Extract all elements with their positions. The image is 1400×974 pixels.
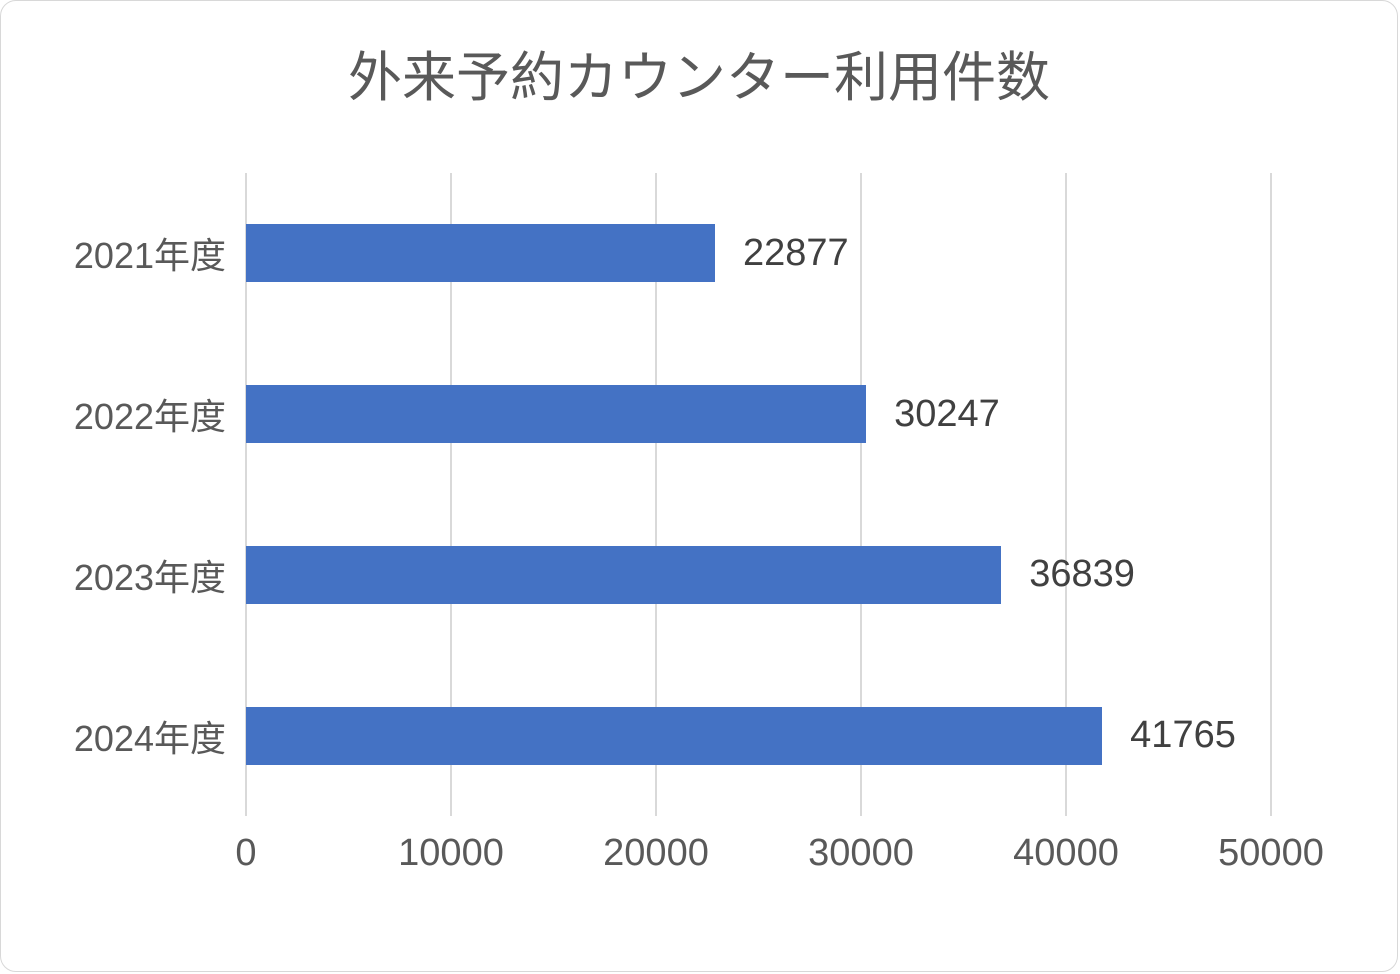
category-axis-label: 2024年度: [73, 717, 226, 759]
data-label: 22877: [742, 231, 849, 274]
gridline: [245, 173, 247, 816]
bar-row: 22877: [246, 173, 1271, 334]
data-label: 41765: [1130, 714, 1236, 757]
category-axis: 2021年度 2022年度 2023年度 2024年度: [1, 173, 226, 816]
x-axis-tick-label: 10000: [398, 832, 504, 874]
bar-row: 36839: [246, 495, 1271, 656]
gridline: [1270, 173, 1272, 816]
x-axis-tick-label: 30000: [808, 832, 914, 874]
gridline: [655, 173, 657, 816]
data-bar[interactable]: [246, 385, 867, 444]
data-label: 36839: [1029, 553, 1135, 596]
data-bar[interactable]: [246, 545, 1002, 604]
value-axis: 0 10000 20000 30000 40000 50000: [235, 832, 1323, 888]
chart-title: 外来予約カウンター利用件数: [348, 48, 1050, 108]
data-bar[interactable]: [246, 224, 715, 283]
plot-area: 22877 30247 36839 41765: [245, 173, 1272, 816]
gridline: [1065, 173, 1067, 816]
category-axis-label: 2022年度: [73, 396, 226, 438]
data-label: 30247: [894, 392, 1000, 435]
x-axis-tick-label: 20000: [603, 832, 709, 874]
bar-row: 41765: [246, 655, 1271, 816]
category-axis-label: 2023年度: [73, 556, 226, 598]
bar-row: 30247: [246, 334, 1271, 495]
x-axis-tick-label: 40000: [1013, 832, 1119, 874]
data-bar[interactable]: [246, 706, 1103, 765]
x-axis-tick-label: 0: [235, 832, 257, 874]
gridline: [860, 173, 862, 816]
category-axis-label: 2021年度: [73, 235, 226, 277]
gridline: [450, 173, 452, 816]
x-axis-tick-label: 50000: [1218, 832, 1324, 874]
